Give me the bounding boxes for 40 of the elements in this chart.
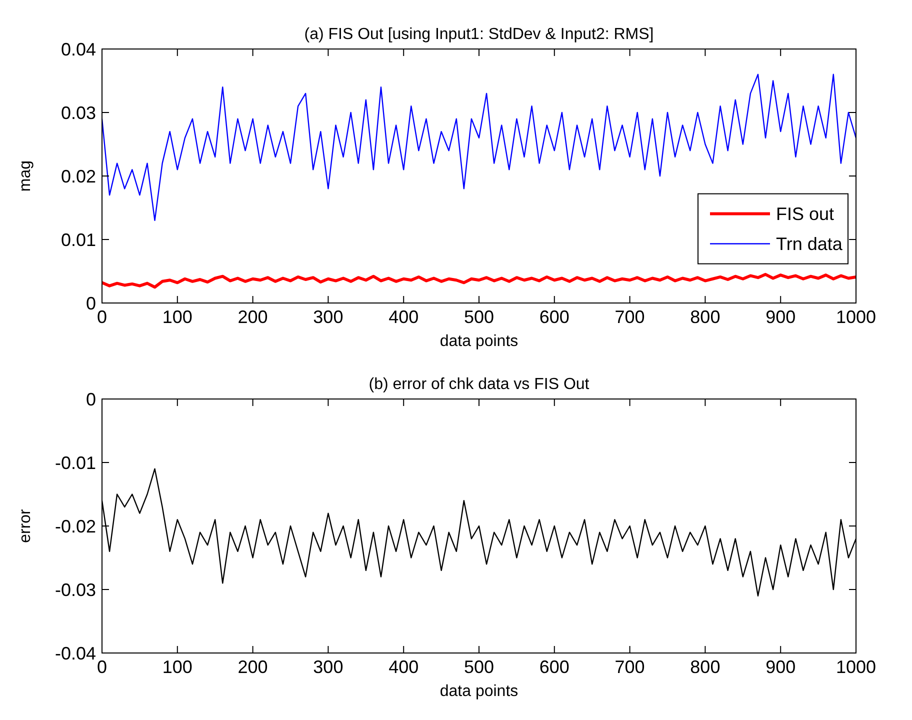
y-tick-label: 0.01 (60, 230, 96, 250)
y-tick-label: -0.03 (54, 580, 96, 600)
x-tick-label: 500 (464, 307, 494, 327)
x-tick-label: 700 (614, 657, 645, 677)
y-axis-title: mag (17, 160, 34, 192)
y-tick-label: -0.04 (54, 643, 96, 664)
y-tick-label: 0 (86, 293, 96, 314)
x-tick-label: 300 (313, 307, 344, 327)
x-tick-label: 200 (238, 657, 268, 677)
x-tick-label: 700 (614, 307, 645, 327)
y-tick-label: -0.01 (54, 452, 96, 473)
line-series (100, 272, 858, 289)
x-tick-label: 600 (539, 657, 570, 677)
x-tick-label: 1000 (836, 657, 876, 677)
y-tick-label: -0.02 (54, 516, 96, 536)
y-axis-title: error (17, 508, 34, 543)
x-tick-label: 900 (766, 657, 796, 677)
x-tick-label: 800 (690, 307, 720, 327)
x-tick-label: 1000 (836, 307, 876, 327)
x-axis-title: data points (440, 333, 518, 350)
y-tick-label: 0.04 (60, 39, 96, 60)
y-tick-label: 0 (86, 389, 96, 410)
x-tick-label: 500 (464, 657, 494, 677)
y-tick-label: 0.03 (60, 102, 96, 123)
line-series (101, 74, 857, 222)
x-tick-label: 100 (162, 307, 192, 327)
chart-title: (a) FIS Out [using Input1: StdDev & Input2: RMS] (304, 26, 654, 43)
x-tick-label: 400 (388, 657, 419, 677)
chart-title: (b) error of chk data vs FIS Out (368, 376, 590, 393)
y-tick-label: 0.02 (60, 166, 96, 186)
legend-label: Trn data (776, 234, 844, 254)
x-tick-label: 200 (238, 307, 268, 327)
x-tick-label: 100 (162, 657, 192, 677)
x-tick-label: 900 (766, 307, 796, 327)
x-tick-label: 400 (388, 307, 419, 327)
x-axis-title: data points (440, 683, 518, 700)
x-tick-label: 300 (313, 657, 344, 677)
x-tick-label: 600 (539, 307, 570, 327)
legend-label: FIS out (776, 204, 834, 224)
x-tick-label: 800 (690, 657, 720, 677)
